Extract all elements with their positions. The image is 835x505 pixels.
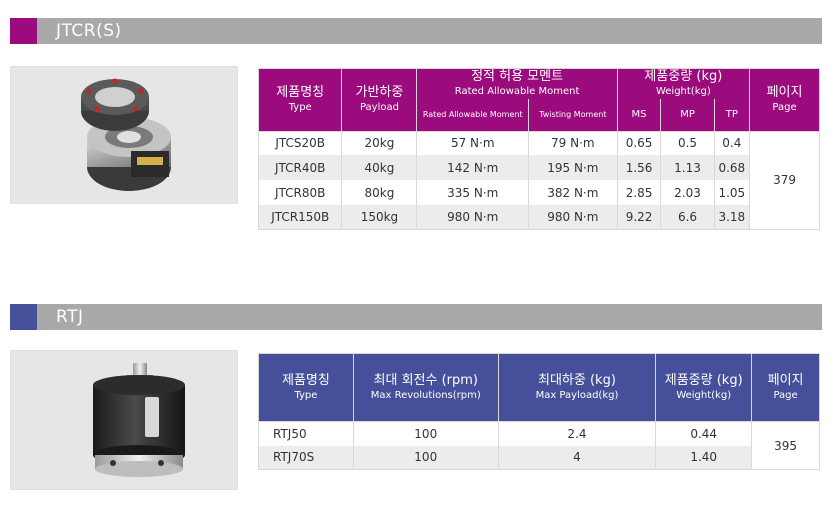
weight-cell: 1.40 [655,445,753,470]
revolutions-cell: 100 [352,421,499,446]
jtcr-header-page: 페이지 Page [749,68,820,132]
jtcr-header-twisting-moment: Twisting Moment [528,99,618,132]
rtj-section-title: RTJ [56,307,84,327]
tp-cell: 0.4 [713,131,751,155]
mp-cell: 0.5 [660,131,715,155]
table-row: JTCR40B 40kg 142 N·m 195 N·m 1.56 1.13 0… [257,155,820,180]
ms-cell: 1.56 [616,155,662,180]
jtcr-header-mp: MP [660,99,715,132]
rtj-section-bar: RTJ [10,304,822,330]
payload-cell: 150kg [341,205,418,229]
ms-cell: 9.22 [616,205,662,229]
tp-cell: 1.05 [713,180,751,205]
table-row: RTJ70S 100 4 1.40 [258,445,820,470]
mp-cell: 2.03 [660,180,715,205]
table-row: JTCR150B 150kg 980 N·m 980 N·m 9.22 6.6 … [257,205,820,229]
type-cell: RTJ50 [258,421,354,446]
jtcr-section-bar: JTCR(S) [10,18,822,44]
twisting-moment-cell: 980 N·m [528,205,618,229]
jtcr-spec-table: 제품명칭 Type 가반하중 Payload 정적 허용 모멘트 Rated A… [257,68,820,230]
ms-cell: 2.85 [616,180,662,205]
jtcr-header-ms: MS [616,99,662,132]
twisting-moment-cell: 195 N·m [528,155,618,180]
type-cell: JTCR150B [257,205,343,229]
rtj-spec-table: 제품명칭 Type 최대 회전수 (rpm) Max Revolutions(r… [258,353,820,470]
twisting-moment-cell: 382 N·m [528,180,618,205]
rtj-header-payload: 최대하중 (kg) Max Payload(kg) [497,353,657,422]
payload-cell: 20kg [341,131,418,155]
rtj-header-type: 제품명칭 Type [258,353,354,422]
tp-cell: 0.68 [713,155,751,180]
table-row: JTCS20B 20kg 57 N·m 79 N·m 0.65 0.5 0.4 … [257,131,820,230]
rated-moment-cell: 335 N·m [416,180,530,205]
type-cell: JTCR80B [257,180,343,205]
tool-changer-illustration [81,78,171,191]
payload-cell: 2.4 [497,421,657,446]
jtcr-section-accent [10,18,37,44]
mp-cell: 6.6 [660,205,715,229]
jtcr-header-tp: TP [713,99,751,132]
revolutions-cell: 100 [352,445,499,470]
jtcr-header-type: 제품명칭 Type [257,68,343,132]
ms-cell: 0.65 [616,131,662,155]
jtcr-header-rated-moment: Rated Allowable Moment [416,99,530,132]
payload-cell: 40kg [341,155,418,180]
table-row: JTCR80B 80kg 335 N·m 382 N·m 2.85 2.03 1… [257,180,820,205]
rtj-section-accent [10,304,37,330]
rated-moment-cell: 980 N·m [416,205,530,229]
type-cell: RTJ70S [258,445,354,470]
page-cell: 395 [751,421,820,470]
mp-cell: 1.13 [660,155,715,180]
table-row: RTJ50 100 2.4 0.44 395 [258,421,820,470]
rotary-joint-illustration [93,363,185,477]
type-cell: JTCS20B [257,131,343,155]
rtj-header-revolutions: 최대 회전수 (rpm) Max Revolutions(rpm) [352,353,499,422]
payload-cell: 80kg [341,180,418,205]
rtj-product-image [10,350,238,490]
jtcr-product-image [10,66,238,204]
weight-cell: 0.44 [655,421,753,446]
rated-moment-cell: 57 N·m [416,131,530,155]
jtcr-section-title: JTCR(S) [56,21,122,41]
jtcr-header-weight: 제품중량 (kg) Weight(kg) [616,68,751,99]
rated-moment-cell: 142 N·m [416,155,530,180]
page-cell: 379 [749,131,820,230]
jtcr-header-moment: 정적 허용 모멘트 Rated Allowable Moment [416,68,618,99]
payload-cell: 4 [497,445,657,470]
rtj-header-page: 페이지 Page [751,353,820,422]
tp-cell: 3.18 [713,205,751,229]
twisting-moment-cell: 79 N·m [528,131,618,155]
rtj-header-weight: 제품중량 (kg) Weight(kg) [655,353,753,422]
jtcr-header-payload: 가반하중 Payload [341,68,418,132]
type-cell: JTCR40B [257,155,343,180]
